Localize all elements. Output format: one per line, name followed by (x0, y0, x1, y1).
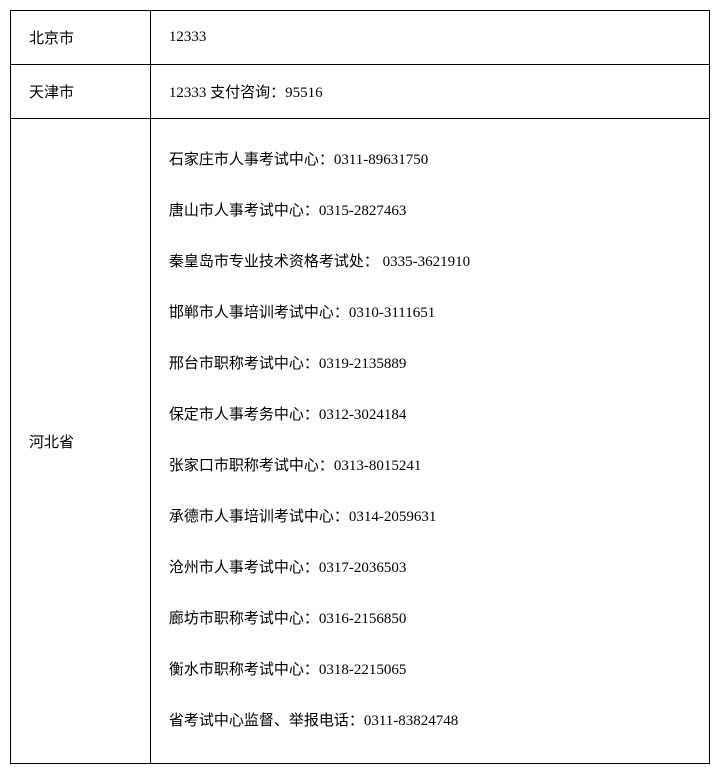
contact-table: 北京市 12333 天津市 12333 支付咨询：95516 河北省 石家庄市人… (10, 10, 710, 764)
table-body: 北京市 12333 天津市 12333 支付咨询：95516 河北省 石家庄市人… (11, 11, 710, 764)
contact-text: 廊坊市职称考试中心：0316-2156850 (169, 594, 691, 645)
table-row: 北京市 12333 (11, 11, 710, 65)
region-name: 河北省 (29, 435, 74, 451)
contact-cell: 石家庄市人事考试中心：0311-89631750 唐山市人事考试中心：0315-… (150, 119, 709, 764)
region-cell: 北京市 (11, 11, 151, 65)
contact-text: 承德市人事培训考试中心：0314-2059631 (169, 492, 691, 543)
table-row: 河北省 石家庄市人事考试中心：0311-89631750 唐山市人事考试中心：0… (11, 119, 710, 764)
region-cell: 河北省 (11, 119, 151, 764)
contact-text: 邯郸市人事培训考试中心：0310-3111651 (169, 288, 691, 339)
region-name: 北京市 (29, 31, 74, 47)
contact-text: 衡水市职称考试中心：0318-2215065 (169, 645, 691, 696)
contact-cell: 12333 支付咨询：95516 (150, 65, 709, 119)
contact-text: 12333 支付咨询：95516 (169, 85, 323, 101)
contact-text: 12333 (169, 29, 207, 45)
region-name: 天津市 (29, 85, 74, 101)
contact-text: 石家庄市人事考试中心：0311-89631750 (169, 135, 691, 186)
contact-text: 邢台市职称考试中心：0319-2135889 (169, 339, 691, 390)
contact-text: 省考试中心监督、举报电话：0311-83824748 (169, 696, 691, 747)
contact-cell: 12333 (150, 11, 709, 65)
contact-text: 秦皇岛市专业技术资格考试处： 0335-3621910 (169, 237, 691, 288)
table-row: 天津市 12333 支付咨询：95516 (11, 65, 710, 119)
contact-text: 张家口市职称考试中心：0313-8015241 (169, 441, 691, 492)
contact-text: 唐山市人事考试中心：0315-2827463 (169, 186, 691, 237)
contact-text: 保定市人事考务中心：0312-3024184 (169, 390, 691, 441)
region-cell: 天津市 (11, 65, 151, 119)
contact-text: 沧州市人事考试中心：0317-2036503 (169, 543, 691, 594)
